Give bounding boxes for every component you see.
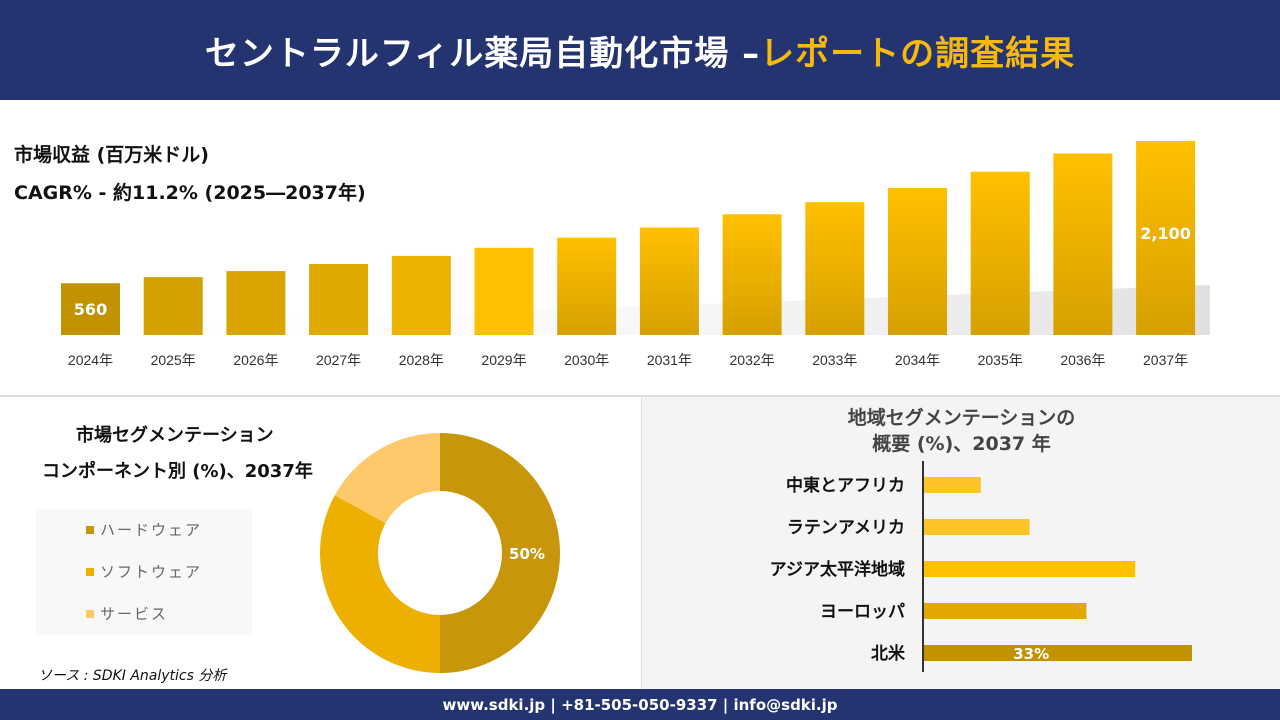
region-label: 北米 <box>871 643 906 664</box>
x-tick-label: 2025年 <box>151 352 196 368</box>
component-donut-chart: 50% <box>319 433 560 673</box>
legend-item-service: サービス <box>86 603 168 624</box>
legend-label: ハードウェア <box>100 521 203 539</box>
bar-data-label: 2,100 <box>1140 224 1191 243</box>
bar-2036年 <box>1053 153 1113 335</box>
region-label: 中東とアフリカ <box>786 475 905 496</box>
bar-2024年 <box>61 283 120 335</box>
region-label: ラテンアメリカ <box>787 518 905 538</box>
region-label: アジア太平洋地域 <box>770 559 905 580</box>
segment-title-line1: 市場セグメンテーション <box>76 425 274 446</box>
donut-slice-0 <box>440 433 560 673</box>
bar-data-label: 560 <box>74 300 107 319</box>
bar-2035年 <box>970 171 1030 335</box>
bar-2027年 <box>309 263 369 335</box>
footer-contact: www.sdki.jp | +81-505-050-9337 | info@sd… <box>0 689 1280 720</box>
bar-2026年 <box>226 271 286 335</box>
region-bar-1 <box>924 519 1030 535</box>
x-tick-label: 2036年 <box>1060 352 1105 368</box>
bar-2028年 <box>391 255 451 335</box>
bar-2025年 <box>143 277 203 335</box>
legend-swatch <box>86 525 94 534</box>
x-tick-label: 2030年 <box>564 352 609 368</box>
legend-swatch <box>86 567 94 576</box>
x-tick-label: 2033年 <box>812 352 857 368</box>
bar-2037年 <box>1136 141 1196 335</box>
donut-slice-1 <box>319 495 440 673</box>
legend-label: ソフトウェア <box>100 563 203 581</box>
legend-item-software: ソフトウェア <box>86 561 202 582</box>
region-title-line1: 地域セグメンテーションの <box>847 407 1076 429</box>
component-segment-section: 市場セグメンテーション コンポーネント別 (%)、2037年 ハードウェア ソフ… <box>0 397 640 689</box>
donut-legend: ハードウェア ソフトウェア サービス <box>36 509 252 635</box>
region-segment-section: 地域セグメンテーションの 概要 (%)、2037 年 中東とアフリカ ラテンアメリカ… <box>641 397 1280 689</box>
x-tick-label: 2031年 <box>647 352 692 368</box>
bar-2030年 <box>557 237 617 335</box>
region-bar-0 <box>924 477 981 493</box>
x-tick-label: 2037年 <box>1143 352 1188 368</box>
x-tick-label: 2027年 <box>316 352 361 368</box>
bar-2033年 <box>805 202 865 335</box>
x-tick-label: 2035年 <box>978 352 1023 368</box>
revenue-bar-chart: 2024年 560 2025年 2026年 2027年 2028年 2029年 2030年 20… <box>61 141 1210 368</box>
section-divider <box>0 395 1280 397</box>
region-title: 地域セグメンテーションの 概要 (%)、2037 年 <box>642 405 1280 457</box>
x-tick-label: 2034年 <box>895 352 940 368</box>
region-label: ヨーロッパ <box>820 602 905 622</box>
bar-2031年 <box>639 227 699 335</box>
segment-title-line2: コンポーネント別 (%)、2037年 <box>42 461 313 482</box>
source-note: ソース : SDKI Analytics 分析 <box>38 668 227 684</box>
x-tick-label: 2029年 <box>481 352 526 368</box>
donut-data-label: 50% <box>509 545 545 563</box>
title-main: セントラルフィル薬局自動化市場 – <box>204 33 761 74</box>
legend-label: サービス <box>100 605 169 623</box>
legend-swatch <box>86 609 94 618</box>
bar-2029年 <box>474 247 534 335</box>
region-bar-4 <box>924 645 1192 661</box>
x-tick-label: 2032年 <box>730 352 775 368</box>
x-tick-label: 2026年 <box>233 352 278 368</box>
legend-item-hardware: ハードウェア <box>86 519 202 540</box>
cagr-label: CAGR% - 約11.2% (2025―2037年) <box>14 182 366 204</box>
x-tick-label: 2028年 <box>399 352 444 368</box>
region-bar-2 <box>924 561 1136 577</box>
revenue-label: 市場収益 (百万米ドル) <box>14 144 209 166</box>
page-header: セントラルフィル薬局自動化市場 – レポートの調査結果 <box>0 0 1280 100</box>
title-highlight: レポートの調査結果 <box>760 33 1076 74</box>
bar-2034年 <box>888 187 947 335</box>
donut-slice-2 <box>334 433 440 524</box>
x-tick-label: 2024年 <box>68 352 113 368</box>
bar-2032年 <box>722 214 782 335</box>
region-data-label: 33% <box>1013 645 1049 663</box>
region-title-line2: 概要 (%)、2037 年 <box>872 433 1051 455</box>
region-bar-3 <box>924 603 1087 619</box>
